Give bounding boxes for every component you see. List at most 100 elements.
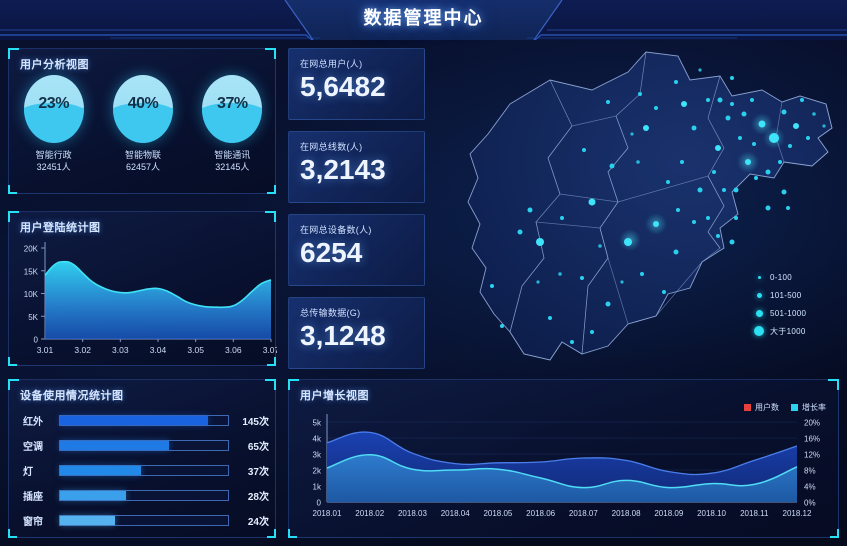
panel-user-growth: 用户增长视图 用户数 增长率 0 1k 2k 3k 4k 5k 0% 4% 8% 12% 16% 20… xyxy=(288,379,839,538)
svg-text:2018.09: 2018.09 xyxy=(654,509,683,518)
legend-dot-wrap xyxy=(748,292,770,298)
liquid-gauge-item[interactable]: 23% 智能行政 32451人 xyxy=(17,75,91,173)
kpi-value: 3,1248 xyxy=(300,320,386,351)
map-legend-row[interactable]: 501-1000 xyxy=(748,304,806,322)
device-bar-track xyxy=(59,415,229,426)
svg-text:16%: 16% xyxy=(804,435,820,444)
map-legend: 0-100 101-500 501-1000 大于1000 xyxy=(748,268,806,340)
page-title: 数据管理中心 xyxy=(363,8,484,28)
panel-title-login-stats: 用户登陆统计图 xyxy=(20,222,101,234)
device-bar-fill xyxy=(60,466,141,475)
device-bar-row[interactable]: 灯 37次 xyxy=(9,458,277,483)
liquid-gauge-item[interactable]: 37% 智能通讯 32145人 xyxy=(195,75,269,173)
device-bar-label: 窗帘 xyxy=(23,517,43,528)
svg-text:2k: 2k xyxy=(313,467,322,476)
device-bar-label: 插座 xyxy=(23,492,43,503)
svg-text:3.06: 3.06 xyxy=(225,345,242,355)
svg-text:8%: 8% xyxy=(804,467,816,476)
legend-label: 用户数 xyxy=(755,403,779,412)
svg-text:2018.01: 2018.01 xyxy=(313,509,342,518)
svg-text:2018.12: 2018.12 xyxy=(783,509,812,518)
device-bar-fill xyxy=(60,441,170,450)
kpi-card-total-lines[interactable]: 在网总线数(人) 3,2143 xyxy=(288,131,425,203)
legend-dot-wrap xyxy=(748,326,770,336)
liquid-gauge-name: 智能通讯 xyxy=(214,150,251,160)
svg-text:2018.11: 2018.11 xyxy=(740,509,769,518)
device-bar-value: 37次 xyxy=(247,467,269,478)
device-bar-fill xyxy=(60,416,208,425)
device-bar-row[interactable]: 窗帘 24次 xyxy=(9,508,277,533)
svg-text:5k: 5k xyxy=(313,419,322,428)
device-bar-row[interactable]: 空调 65次 xyxy=(9,433,277,458)
device-bar-label: 灯 xyxy=(23,467,33,478)
map-legend-label: 101-500 xyxy=(770,290,802,300)
liquid-gauge-count: 32145人 xyxy=(215,162,250,173)
kpi-value: 3,2143 xyxy=(300,154,386,185)
device-bar-fill xyxy=(60,491,126,500)
region-map[interactable]: 0-100 101-500 501-1000 大于1000 xyxy=(432,42,844,374)
svg-text:12%: 12% xyxy=(804,451,820,460)
liquid-gauge-count: 62457人 xyxy=(125,162,160,173)
legend-label: 增长率 xyxy=(802,403,826,412)
kpi-label: 在网总用户(人) xyxy=(300,59,363,69)
device-usage-bar-list: 红外 145次空调 65次灯 37次插座 28次窗帘 24次 xyxy=(9,408,277,533)
liquid-gauge-count: 32451人 xyxy=(36,162,71,173)
device-bar-value: 145次 xyxy=(242,417,269,428)
svg-text:0%: 0% xyxy=(804,499,816,508)
map-legend-label: 501-1000 xyxy=(770,308,807,318)
svg-text:3.02: 3.02 xyxy=(74,345,91,355)
panel-title-device-usage: 设备使用情况统计图 xyxy=(20,390,124,402)
map-legend-label: 大于1000 xyxy=(770,326,806,336)
map-legend-dot-icon xyxy=(754,326,764,336)
device-bar-track xyxy=(59,465,229,476)
panel-login-stats: 用户登陆统计图 0 5K 10K 15K 20K 3.01 3.02 3.03 3.04 3.05… xyxy=(8,211,277,366)
device-bar-row[interactable]: 红外 145次 xyxy=(9,408,277,433)
map-regions xyxy=(467,51,833,361)
liquid-gauge-percent: 23% xyxy=(38,95,69,112)
panel-title-user-analysis: 用户分析视图 xyxy=(20,59,89,71)
device-bar-track xyxy=(59,515,229,526)
device-bar-label: 红外 xyxy=(23,417,43,428)
device-bar-fill xyxy=(60,516,116,525)
panel-user-analysis: 用户分析视图 23% 智能行政 32451人 40% 智能物联 62457人 xyxy=(8,48,276,194)
kpi-card-total-users[interactable]: 在网总用户(人) 5,6482 xyxy=(288,48,425,120)
map-legend-dot-icon xyxy=(757,275,761,279)
svg-text:3.03: 3.03 xyxy=(112,345,129,355)
liquid-gauge-percent: 37% xyxy=(217,95,248,112)
svg-text:2018.10: 2018.10 xyxy=(697,509,726,518)
svg-text:4k: 4k xyxy=(313,435,322,444)
legend-dot-wrap xyxy=(748,275,770,279)
legend-item-users[interactable]: 用户数 xyxy=(744,402,779,413)
legend-item-growth-rate[interactable]: 增长率 xyxy=(791,402,826,413)
kpi-label: 总传输数据(G) xyxy=(300,308,361,318)
panel-title-user-growth: 用户增长视图 xyxy=(300,390,369,402)
kpi-card-total-devices[interactable]: 在网总设备数(人) 6254 xyxy=(288,214,425,286)
svg-text:3.07: 3.07 xyxy=(263,345,277,355)
kpi-label: 在网总设备数(人) xyxy=(300,225,372,235)
liquid-gauge-item[interactable]: 40% 智能物联 62457人 xyxy=(106,75,180,173)
svg-text:2018.07: 2018.07 xyxy=(569,509,598,518)
svg-text:2018.02: 2018.02 xyxy=(355,509,384,518)
svg-text:0: 0 xyxy=(317,499,322,508)
svg-text:15K: 15K xyxy=(24,267,39,276)
user-growth-area-chart: 0 1k 2k 3k 4k 5k 0% 4% 8% 12% 16% 20% 2018.01 2018.02… xyxy=(313,414,820,518)
map-legend-dot-icon xyxy=(756,292,762,298)
map-legend-row[interactable]: 0-100 xyxy=(748,268,806,286)
map-legend-dot-icon xyxy=(755,309,763,317)
svg-text:0: 0 xyxy=(34,336,39,345)
map-data-points xyxy=(490,68,826,344)
login-stats-area-chart: 0 5K 10K 15K 20K 3.01 3.02 3.03 3.04 3.05 3.06 3.07 xyxy=(24,242,277,355)
device-bar-row[interactable]: 插座 28次 xyxy=(9,483,277,508)
panel-device-usage: 设备使用情况统计图 红外 145次空调 65次灯 37次插座 28次窗帘 24次 xyxy=(8,379,276,538)
svg-text:5K: 5K xyxy=(28,313,38,322)
map-legend-row[interactable]: 大于1000 xyxy=(748,322,806,340)
kpi-card-total-data[interactable]: 总传输数据(G) 3,1248 xyxy=(288,297,425,369)
map-legend-row[interactable]: 101-500 xyxy=(748,286,806,304)
svg-text:2018.08: 2018.08 xyxy=(612,509,641,518)
liquid-gauge-percent: 40% xyxy=(127,95,159,112)
kpi-value: 5,6482 xyxy=(300,71,386,102)
legend-swatch-icon xyxy=(744,404,751,411)
device-bar-value: 24次 xyxy=(247,517,269,528)
svg-text:2018.06: 2018.06 xyxy=(526,509,555,518)
